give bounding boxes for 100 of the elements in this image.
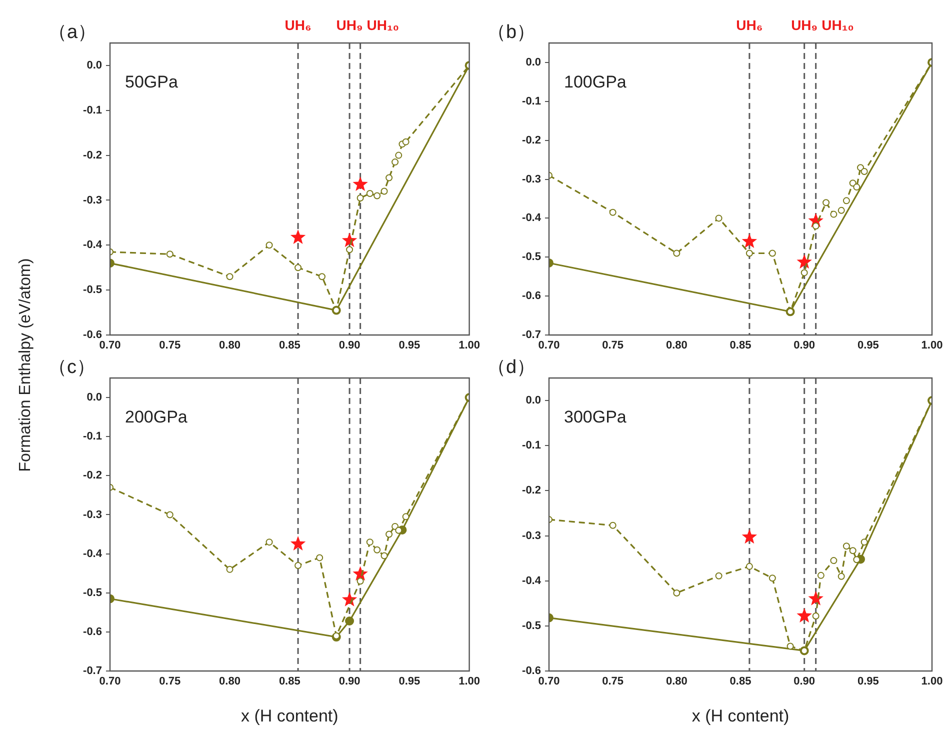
y-tick-label: 0.0 — [86, 59, 102, 72]
y-tick-label: -0.3 — [522, 530, 541, 542]
y-tick-label: 0.0 — [526, 56, 541, 68]
point — [768, 250, 776, 257]
y-tick-label: -0.2 — [83, 149, 102, 162]
point — [374, 192, 381, 200]
x-tick-label: 0.85 — [278, 340, 300, 352]
point — [386, 174, 393, 182]
point — [366, 190, 374, 197]
ref-line-label: UH₆ — [736, 17, 763, 33]
y-tick-label: -0.3 — [83, 508, 102, 521]
point — [812, 612, 820, 620]
y-tick-label: -0.3 — [83, 194, 102, 206]
y-tick-label: 0.0 — [526, 394, 541, 407]
y-tick-label: -0.6 — [83, 329, 102, 342]
y-tick-label: -0.1 — [83, 430, 102, 443]
ref-line-label: UH₉ — [336, 17, 363, 33]
x-tick-label: 0.70 — [538, 676, 560, 688]
x-tick-label: 0.80 — [219, 340, 240, 352]
y-axis-title: Formation Enthalpy (eV/atom) — [17, 257, 35, 474]
y-tick-label: -0.2 — [522, 134, 541, 146]
point — [830, 557, 838, 564]
point — [786, 642, 794, 650]
y-tick-label: -0.4 — [83, 239, 103, 252]
y-tick-label: -0.1 — [522, 440, 541, 452]
x-tick-label: 0.80 — [666, 340, 688, 352]
point — [609, 208, 616, 216]
point — [402, 513, 410, 520]
point — [395, 152, 402, 159]
point — [746, 562, 753, 570]
point — [166, 250, 174, 258]
text: （c） — [48, 357, 96, 378]
point — [380, 188, 388, 195]
point — [294, 562, 302, 570]
point — [290, 230, 306, 244]
x-tick-label: 0.75 — [602, 676, 624, 688]
point — [860, 538, 868, 546]
y-tick-label: -0.6 — [522, 665, 541, 678]
ref-line-label: UH₁₀ — [822, 17, 854, 33]
annotation: 50GPa — [125, 72, 178, 92]
point — [226, 566, 234, 573]
point — [316, 554, 324, 562]
x-tick-label: 0.75 — [602, 340, 624, 352]
point — [673, 250, 680, 257]
x-tick-label: 1.00 — [458, 676, 480, 688]
point — [817, 572, 824, 579]
ref-line-label: UH₁₀ — [366, 17, 400, 33]
point — [366, 538, 374, 546]
x-tick-label: 0.95 — [857, 676, 879, 688]
y-tick-label: -0.2 — [83, 470, 102, 482]
y-tick-label: -0.4 — [83, 548, 103, 560]
point — [356, 578, 364, 585]
point — [812, 222, 820, 230]
point — [374, 546, 381, 554]
y-tick-label: -0.7 — [83, 665, 102, 678]
point — [395, 526, 402, 534]
x-tick-label: 0.95 — [398, 340, 420, 352]
y-tick-label: -0.5 — [522, 251, 541, 264]
point — [386, 530, 393, 538]
point — [860, 168, 868, 175]
point — [266, 538, 273, 546]
x-tick-label: 0.70 — [99, 676, 121, 688]
point — [352, 176, 368, 191]
ref-line-label: UH₆ — [284, 17, 312, 33]
point — [345, 616, 354, 626]
point — [356, 194, 364, 202]
point — [673, 590, 680, 597]
point — [266, 242, 273, 249]
y-tick-label: -0.5 — [522, 620, 541, 632]
x-tick-label: 1.00 — [921, 676, 943, 688]
x-tick-label: 1.00 — [921, 340, 943, 352]
point — [796, 254, 812, 269]
point — [742, 529, 758, 544]
point — [838, 572, 845, 580]
point — [715, 214, 722, 222]
point — [746, 250, 753, 257]
y-tick-label: -0.6 — [83, 626, 102, 638]
y-tick-label: -0.4 — [522, 574, 542, 587]
x-tick-label: 1.00 — [458, 340, 480, 352]
y-tick-label: -0.5 — [83, 586, 102, 599]
y-tick-label: 0.0 — [86, 392, 102, 404]
x-tick-label: 0.90 — [338, 340, 360, 352]
point — [402, 138, 410, 146]
y-tick-label: -0.2 — [522, 484, 541, 497]
y-tick-label: -0.6 — [522, 290, 541, 302]
point — [838, 206, 845, 214]
point — [294, 264, 302, 272]
point — [742, 234, 758, 248]
point — [808, 590, 824, 606]
point — [715, 572, 722, 580]
y-tick-label: -0.7 — [522, 329, 541, 342]
ref-line-label: UH₉ — [791, 17, 818, 33]
point — [842, 542, 850, 550]
y-tick-label: -0.5 — [83, 284, 102, 296]
y-tick-label: -0.1 — [522, 95, 541, 108]
point — [290, 536, 306, 551]
point — [842, 197, 850, 204]
annotation: 200GPa — [125, 408, 188, 427]
text: （d） — [487, 357, 536, 378]
point — [318, 273, 326, 280]
